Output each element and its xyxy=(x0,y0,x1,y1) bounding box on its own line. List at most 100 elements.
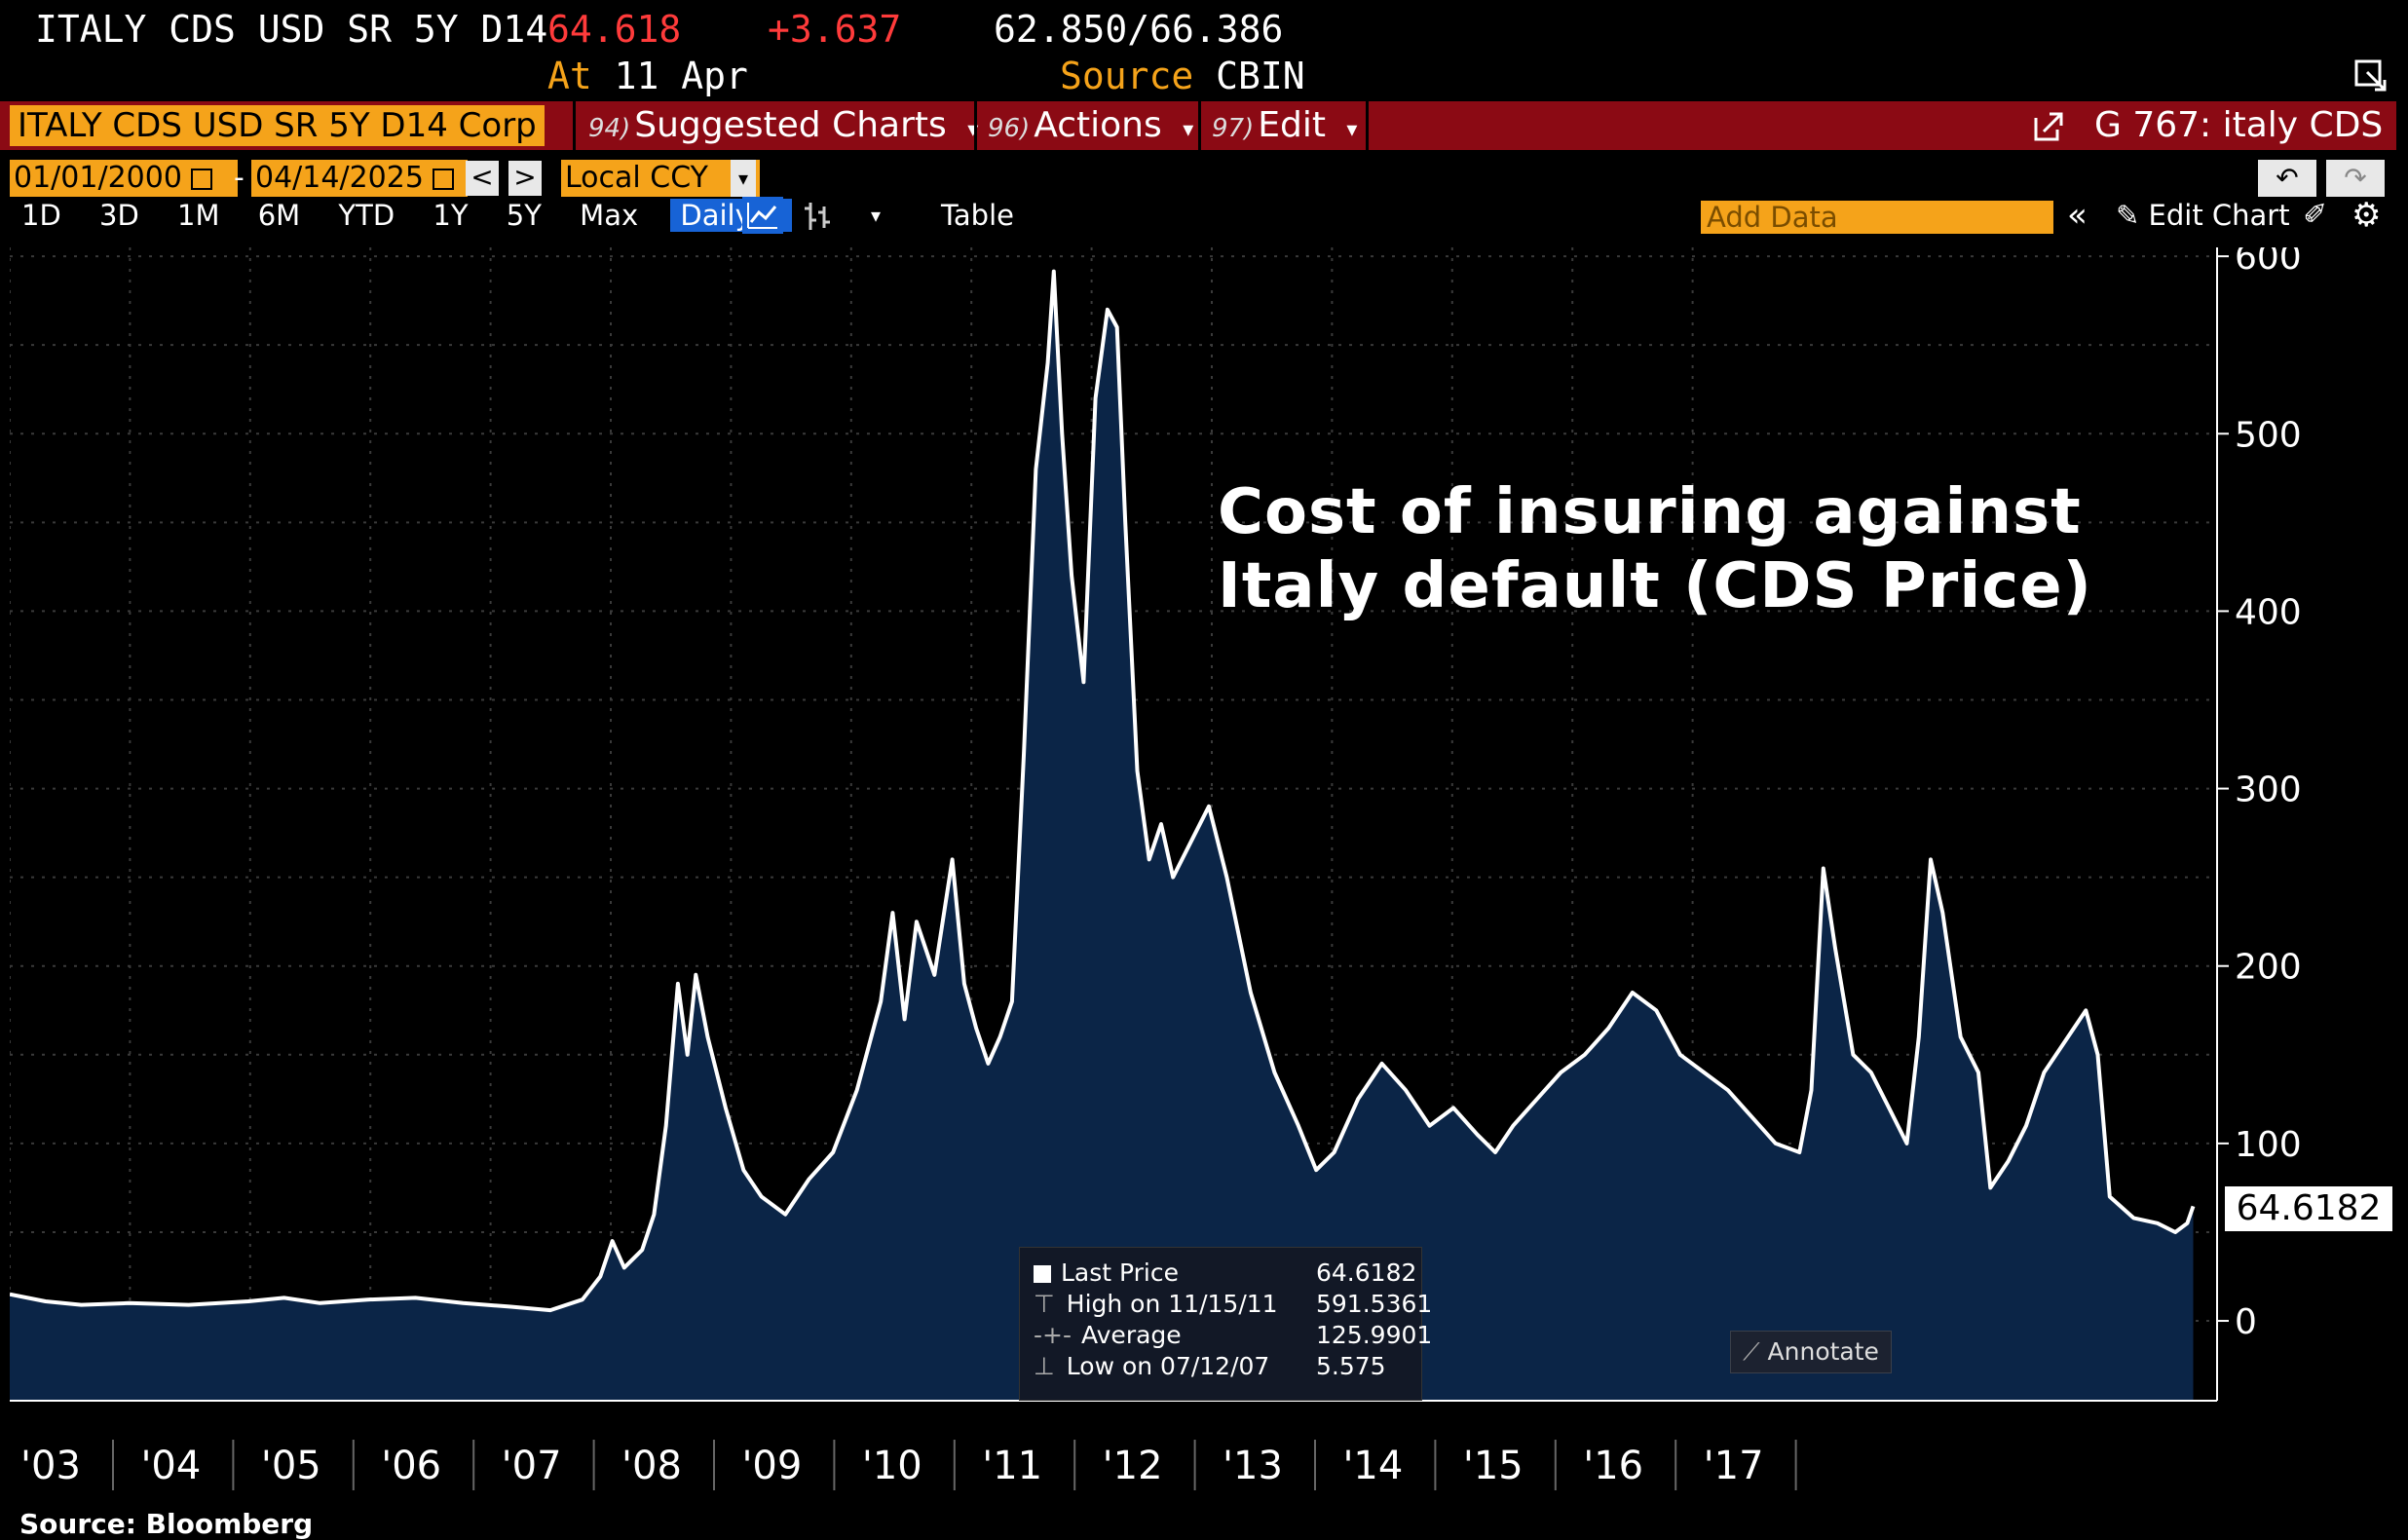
series-area xyxy=(10,271,2194,1402)
source-note: Source: Bloomberg xyxy=(19,1508,314,1540)
legend-last: Last Price 64.6182 xyxy=(1034,1258,1416,1289)
undo-icon[interactable]: ↶ xyxy=(2258,160,2316,197)
average-marker-icon: -+- xyxy=(1034,1321,1072,1349)
range-low: 62.850 xyxy=(994,8,1128,51)
series-line xyxy=(10,269,2196,1313)
calendar-icon[interactable] xyxy=(191,168,213,190)
price-change: +3.637 xyxy=(768,8,902,51)
legend-avg-value: 125.9901 xyxy=(1316,1321,1433,1349)
pencil-icon: ✎ xyxy=(2116,199,2140,232)
popout-icon[interactable] xyxy=(2353,58,2389,94)
x-tick-label: '14 xyxy=(1342,1444,1403,1488)
legend-low: ⊥ Low on 07/12/07 5.575 xyxy=(1034,1351,1386,1382)
range-5y[interactable]: 5Y xyxy=(506,199,542,232)
legend-low-value: 5.575 xyxy=(1316,1352,1386,1380)
source-value: CBIN xyxy=(1216,55,1305,97)
range-6m[interactable]: 6M xyxy=(257,199,301,232)
legend-avg-label: Average xyxy=(1081,1321,1182,1349)
x-tick-label: '16 xyxy=(1583,1444,1643,1488)
ticker-name: ITALY CDS USD SR 5Y D14 xyxy=(35,8,548,51)
chevron-down-icon: ▾ xyxy=(731,160,756,197)
pricing-source: Source CBIN xyxy=(1060,55,1305,97)
chart-legend: Last Price 64.6182 ⊤ High on 11/15/11 591… xyxy=(1019,1247,1432,1401)
range-1m[interactable]: 1M xyxy=(177,199,220,232)
x-tick-label: '06 xyxy=(381,1444,441,1488)
end-date: 04/14/2025 xyxy=(255,161,424,195)
edit-chart-label: Edit Chart xyxy=(2148,199,2290,232)
line-chart-icon[interactable] xyxy=(742,197,783,234)
low-marker-icon: ⊥ xyxy=(1034,1352,1055,1380)
currency-value: Local CCY xyxy=(565,161,708,195)
y-tick-label: 100 xyxy=(2235,1125,2302,1165)
y-tick-label: 0 xyxy=(2235,1302,2257,1342)
calendar-icon[interactable] xyxy=(433,168,455,190)
at-date: 11 Apr xyxy=(614,55,748,97)
x-tick-label: '04 xyxy=(140,1444,201,1488)
x-tick-label: '15 xyxy=(1463,1444,1524,1488)
legend-last-label: Last Price xyxy=(1061,1258,1180,1287)
chart-type-dropdown[interactable]: ▾ xyxy=(871,204,882,227)
date-dash: - xyxy=(234,161,245,195)
next-period-button[interactable]: > xyxy=(508,161,542,196)
chart-title-line2: Italy default (CDS Price) xyxy=(1218,550,2092,622)
chart-edit-icon[interactable]: ✐ xyxy=(2303,198,2328,232)
chart-title-line1: Cost of insuring against xyxy=(1218,476,2082,548)
day-range: 62.850/66.386 xyxy=(994,8,1283,51)
range-sep: / xyxy=(1127,8,1150,51)
suggested-charts-menu[interactable]: 94) Suggested Charts ▾ xyxy=(588,101,978,150)
y-tick-label: 300 xyxy=(2235,770,2302,810)
x-tick-label: '07 xyxy=(502,1444,562,1488)
square-icon xyxy=(1034,1265,1051,1283)
actions-menu[interactable]: 96) Actions ▾ xyxy=(988,101,1193,150)
suggested-label: Suggested Charts xyxy=(634,105,947,145)
prev-period-button[interactable]: < xyxy=(466,161,499,196)
add-data-input[interactable]: Add Data xyxy=(1701,201,2053,234)
range-1y[interactable]: 1Y xyxy=(433,199,469,232)
currency-select[interactable]: Local CCY ▾ xyxy=(561,160,760,197)
chevron-down-icon: ▾ xyxy=(1183,118,1194,142)
external-link-icon[interactable] xyxy=(2032,110,2065,143)
security-field[interactable]: ITALY CDS USD SR 5Y D14 Corp xyxy=(10,105,545,146)
x-tick-label: '10 xyxy=(862,1444,922,1488)
range-max[interactable]: Max xyxy=(580,199,639,232)
x-tick-label: '09 xyxy=(741,1444,802,1488)
bar-chart-icon[interactable] xyxy=(801,199,836,234)
x-tick-label: '03 xyxy=(20,1444,81,1488)
last-price: 64.618 xyxy=(547,8,682,51)
frequency-value: Daily xyxy=(680,199,752,232)
x-tick-label: '13 xyxy=(1223,1444,1283,1488)
table-button[interactable]: Table xyxy=(941,199,1014,232)
suggested-num: 94) xyxy=(588,114,631,143)
start-date: 01/01/2000 xyxy=(14,161,182,195)
edit-chart-button[interactable]: ✎ Edit Chart xyxy=(2116,193,2290,238)
x-tick-label: '12 xyxy=(1103,1444,1163,1488)
x-tick-label: '05 xyxy=(261,1444,321,1488)
y-tick-label: 600 xyxy=(2235,247,2302,278)
x-tick-label: '08 xyxy=(621,1444,682,1488)
redo-icon[interactable]: ↷ xyxy=(2326,160,2385,197)
range-1d[interactable]: 1D xyxy=(21,199,61,232)
annotate-label: Annotate xyxy=(1767,1337,1879,1366)
y-tick-label: 400 xyxy=(2235,592,2302,632)
chevron-down-icon: ▾ xyxy=(967,118,979,142)
legend-high-label: High on 11/15/11 xyxy=(1066,1290,1278,1318)
range-3d[interactable]: 3D xyxy=(99,199,139,232)
annotate-button[interactable]: ⟋ Annotate xyxy=(1730,1331,1892,1373)
gear-icon[interactable]: ⚙ xyxy=(2352,196,2382,235)
annotate-pencil-icon: ⟋ xyxy=(1743,1337,1760,1366)
end-date-input[interactable]: 04/14/2025 xyxy=(251,160,468,197)
y-tick-label: 500 xyxy=(2235,415,2302,455)
chart-title: Cost of insuring against Italy default (… xyxy=(1218,475,2092,623)
start-date-input[interactable]: 01/01/2000 xyxy=(10,160,238,197)
source-label: Source xyxy=(1060,55,1194,97)
high-marker-icon: ⊤ xyxy=(1034,1290,1055,1318)
legend-high-value: 591.5361 xyxy=(1316,1290,1433,1318)
legend-last-value: 64.6182 xyxy=(1316,1258,1417,1287)
edit-menu[interactable]: 97) Edit ▾ xyxy=(1212,101,1357,150)
x-tick-label: '17 xyxy=(1704,1444,1764,1488)
range-ytd[interactable]: YTD xyxy=(338,199,395,232)
edit-num: 97) xyxy=(1212,114,1255,143)
collapse-icon[interactable]: « xyxy=(2067,196,2088,235)
range-high: 66.386 xyxy=(1149,8,1284,51)
legend-average: -+- Average 125.9901 xyxy=(1034,1320,1432,1351)
